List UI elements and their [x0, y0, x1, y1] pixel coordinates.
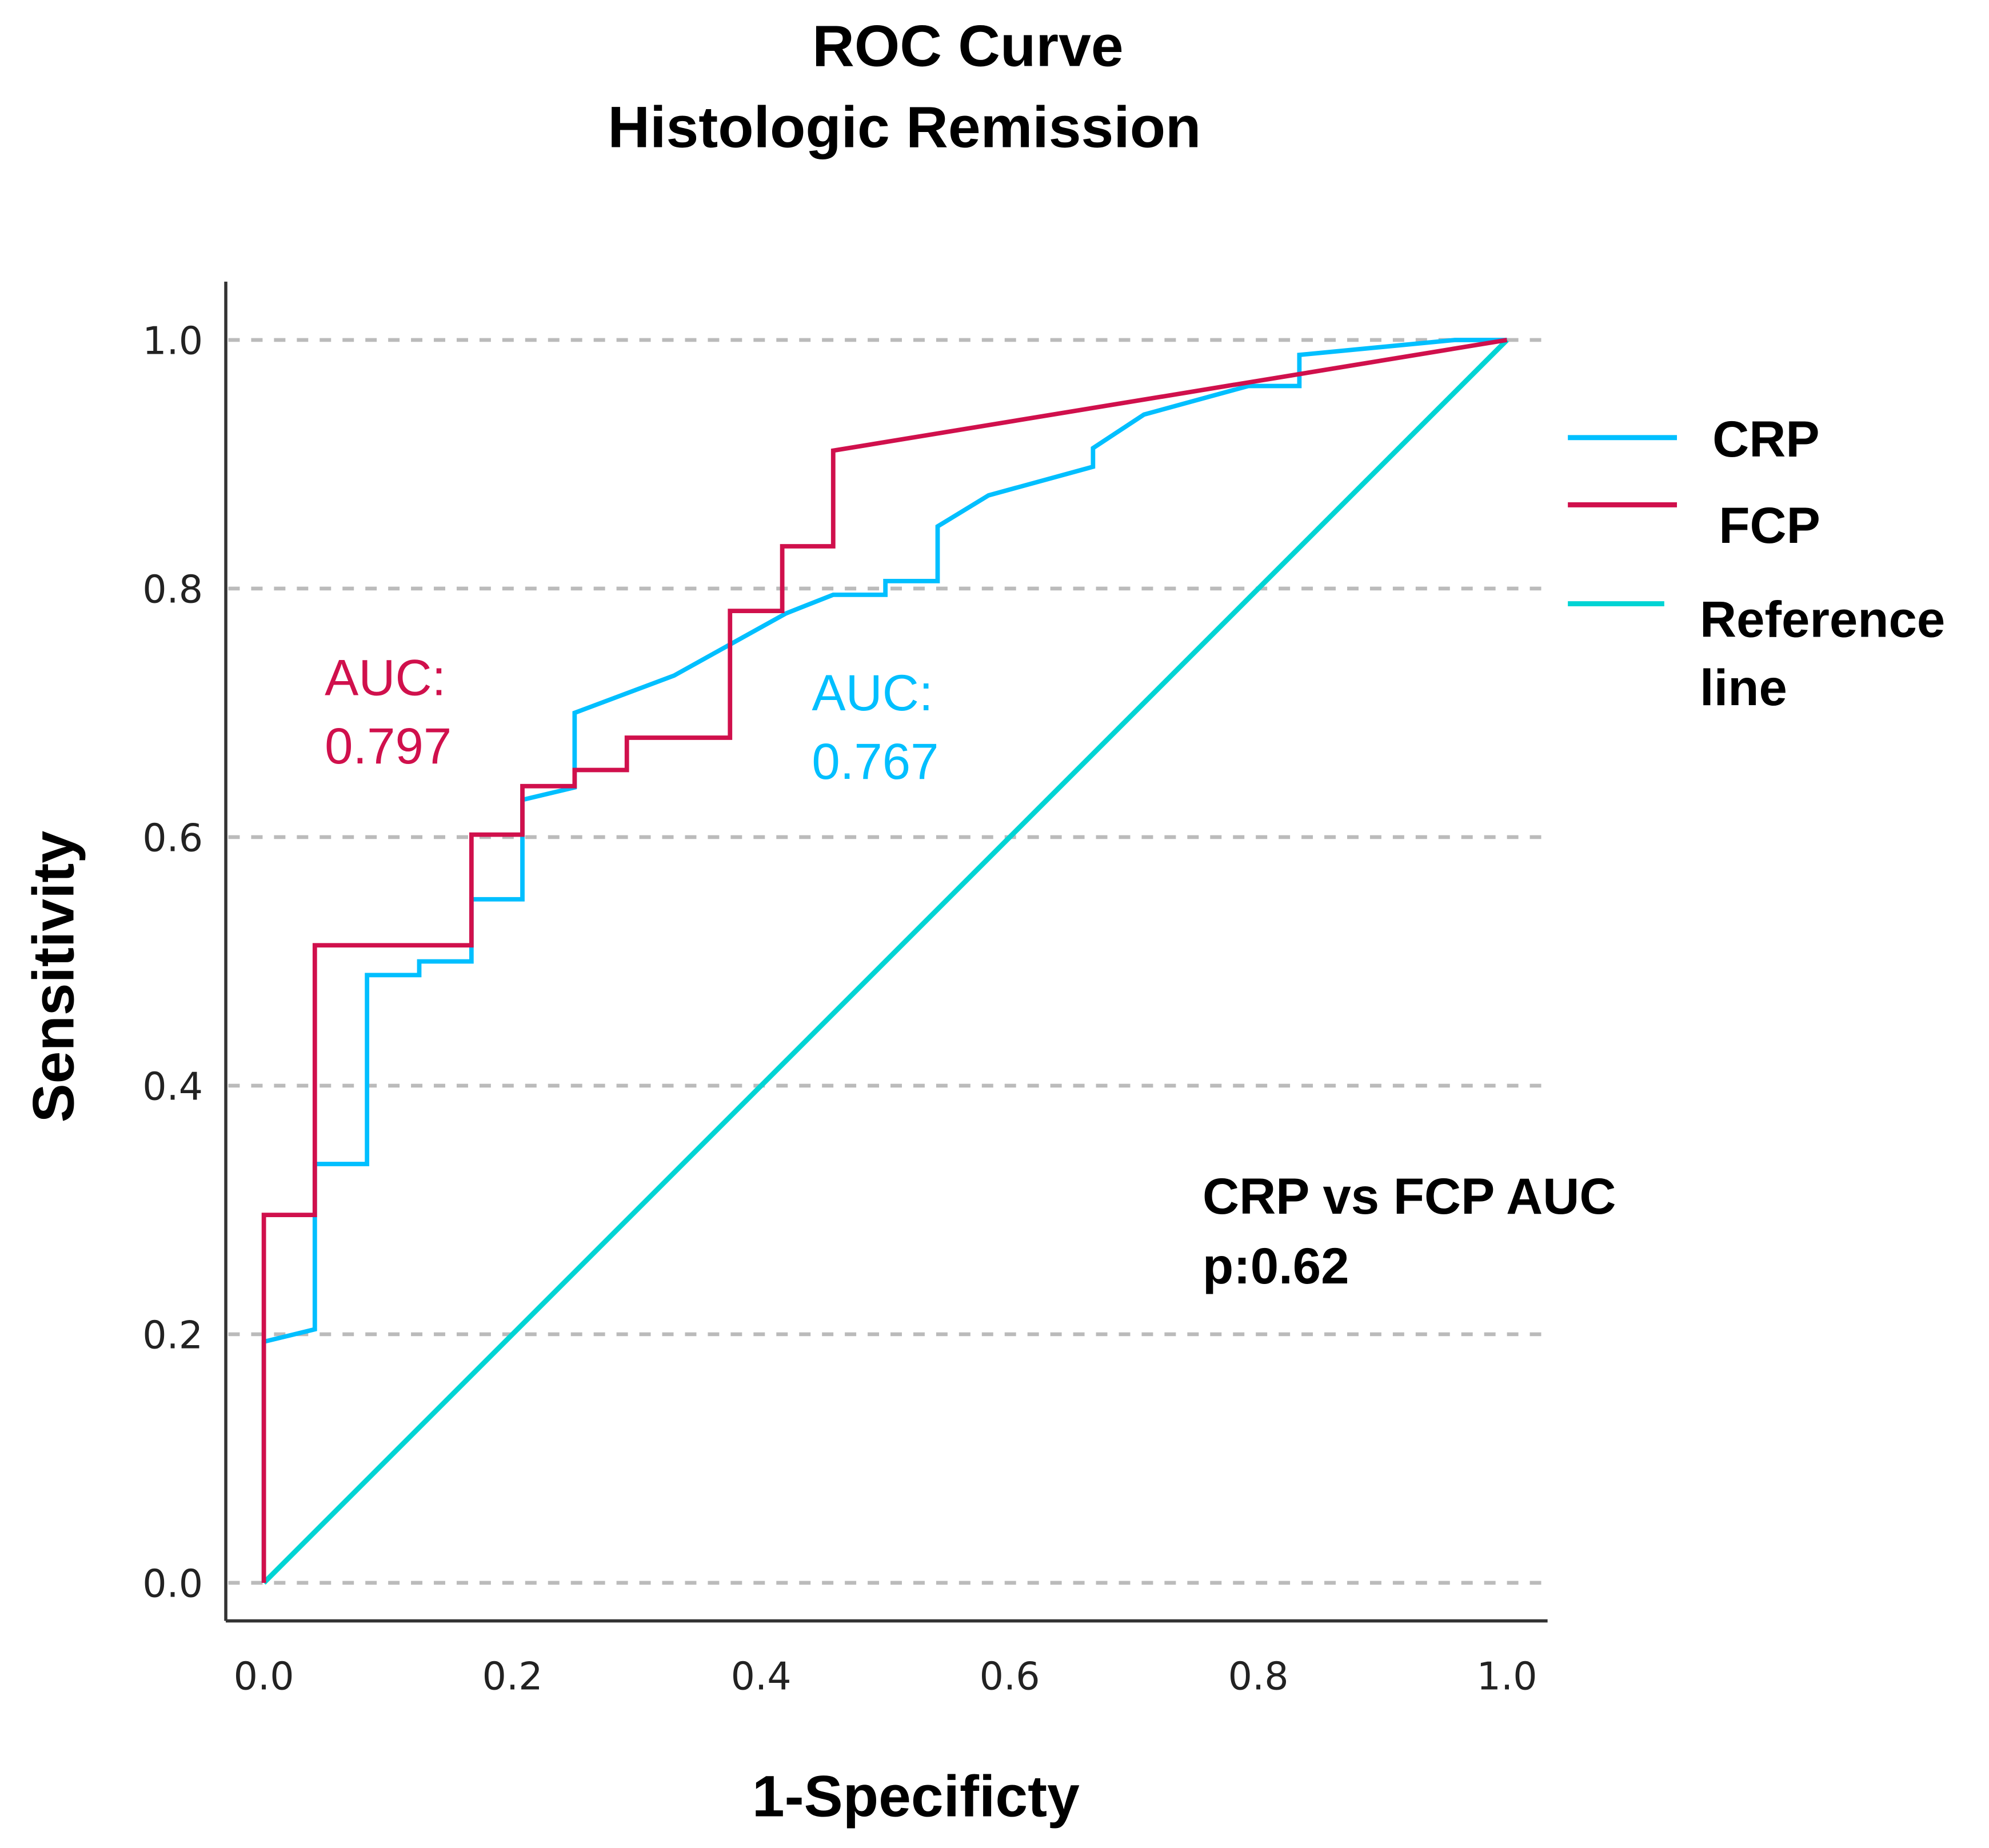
y-tick-label: 0.8: [142, 567, 203, 611]
chart-title-line1: ROC Curve: [812, 14, 1124, 79]
y-tick-label: 0.6: [142, 815, 203, 860]
x-tick-label: 1.0: [1477, 1654, 1537, 1698]
crp-auc-value: 0.767: [812, 733, 938, 790]
x-tick-label: 0.2: [482, 1654, 543, 1698]
crp-auc-label: AUC:: [812, 665, 933, 721]
series-line-reference-line: [262, 338, 1509, 1585]
series-lines: [261, 338, 1509, 1585]
legend-label-reference-line2: line: [1700, 659, 1787, 716]
x-tick-label: 0.6: [980, 1654, 1040, 1698]
y-tick-labels: 0.0 0.2 0.4 0.6 0.8 1.0: [142, 318, 203, 1606]
chart-title-line2: Histologic Remission: [608, 95, 1201, 160]
y-tick-label: 1.0: [142, 318, 203, 363]
x-tick-label: 0.0: [234, 1654, 294, 1698]
legend-label-reference: Reference: [1700, 591, 1945, 647]
y-tick-label: 0.4: [142, 1064, 203, 1109]
fcp-auc-label: AUC:: [325, 649, 446, 706]
series-line-fcp: [261, 338, 1508, 1583]
x-axis-label: 1-Specificty: [752, 1763, 1080, 1829]
y-tick-label: 0.0: [142, 1561, 203, 1606]
comparison-label: CRP vs FCP AUC: [1203, 1168, 1616, 1225]
legend-label-fcp: FCP: [1719, 497, 1820, 554]
x-tick-label: 0.4: [731, 1654, 792, 1698]
gridlines: [228, 338, 1548, 1585]
y-axis-label: Sensitivity: [21, 831, 86, 1123]
fcp-auc-value: 0.797: [325, 718, 452, 774]
legend-label-crp: CRP: [1712, 411, 1819, 467]
x-tick-labels: 0.0 0.2 0.4 0.6 0.8 1.0: [234, 1654, 1537, 1698]
x-tick-label: 0.8: [1228, 1654, 1289, 1698]
p-value-label: p:0.62: [1203, 1238, 1349, 1294]
y-tick-label: 0.2: [142, 1313, 203, 1357]
